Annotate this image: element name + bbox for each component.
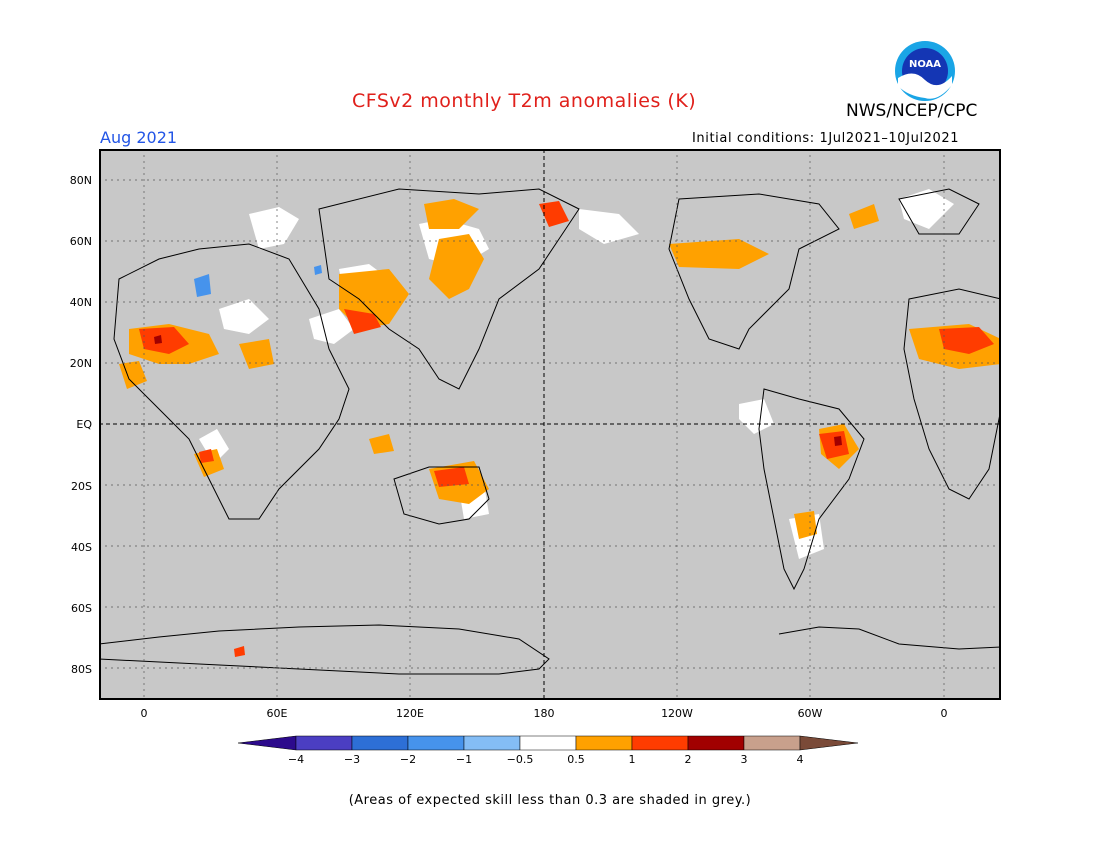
colorbar-tick-label: −4 (287, 753, 305, 766)
colorbar-tick-label: 1 (628, 753, 636, 766)
colorbar-box (743, 735, 801, 751)
colorbar-tick-label: −2 (399, 753, 417, 766)
initial-conditions-label: Initial conditions: 1Jul2021–10Jul2021 (692, 131, 960, 146)
colorbar-min-triangle (238, 735, 297, 751)
lon-label-0-right: 0 (940, 707, 948, 720)
colorbar-box (687, 735, 745, 751)
colorbar-box (407, 735, 465, 751)
colorbar-box (295, 735, 353, 751)
lat-label-20s: 20S (71, 480, 92, 493)
coastlines (99, 188, 1001, 675)
lon-label-180: 180 (533, 707, 555, 720)
logo-text: NOAA (909, 59, 941, 70)
grid-lines (99, 149, 1001, 700)
colorbar-tick-label: −0.5 (506, 753, 534, 766)
lon-label-60e: 60E (266, 707, 288, 720)
valid-month-label: Aug 2021 (100, 128, 178, 147)
lon-label-0-left: 0 (140, 707, 148, 720)
colorbar-box (631, 735, 689, 751)
lat-label-20n: 20N (69, 357, 92, 370)
lat-label-40n: 40N (69, 296, 92, 309)
organization-label: NWS/NCEP/CPC (846, 101, 978, 121)
colorbar-tick-label: 3 (740, 753, 748, 766)
warm-anomaly-regions-strong (154, 335, 842, 446)
lat-label-eq: EQ (76, 418, 92, 431)
lat-label-60n: 60N (69, 235, 92, 248)
lon-label-120w: 120W (661, 707, 693, 720)
lon-label-120e: 120E (396, 707, 424, 720)
warm-anomaly-regions-medium (139, 201, 994, 657)
colorbar-tick-label: 4 (796, 753, 804, 766)
lat-label-60s: 60S (71, 602, 92, 615)
colorbar-tick-label: 2 (684, 753, 692, 766)
colorbar-box (463, 735, 521, 751)
chart-title: CFSv2 monthly T2m anomalies (K) (352, 90, 697, 112)
colorbar-tick-label: 0.5 (567, 753, 585, 766)
noaa-logo: NOAA (894, 40, 956, 102)
colorbar-tick-label: −3 (343, 753, 361, 766)
colorbar-tick-label: −1 (455, 753, 473, 766)
lon-label-60w: 60W (797, 707, 823, 720)
colorbar-box (351, 735, 409, 751)
lat-label-80n: 80N (69, 174, 92, 187)
footnote: (Areas of expected skill less than 0.3 a… (348, 793, 752, 808)
colorbar-max-triangle (799, 735, 859, 751)
lat-label-40s: 40S (71, 541, 92, 554)
anomaly-map (99, 149, 1001, 700)
colorbar-box (575, 735, 633, 751)
colorbar (238, 735, 859, 751)
warm-anomaly-regions-light (119, 199, 1001, 539)
colorbar-box (519, 735, 577, 751)
cool-anomaly-regions (194, 265, 322, 297)
lat-label-80s: 80S (71, 663, 92, 676)
